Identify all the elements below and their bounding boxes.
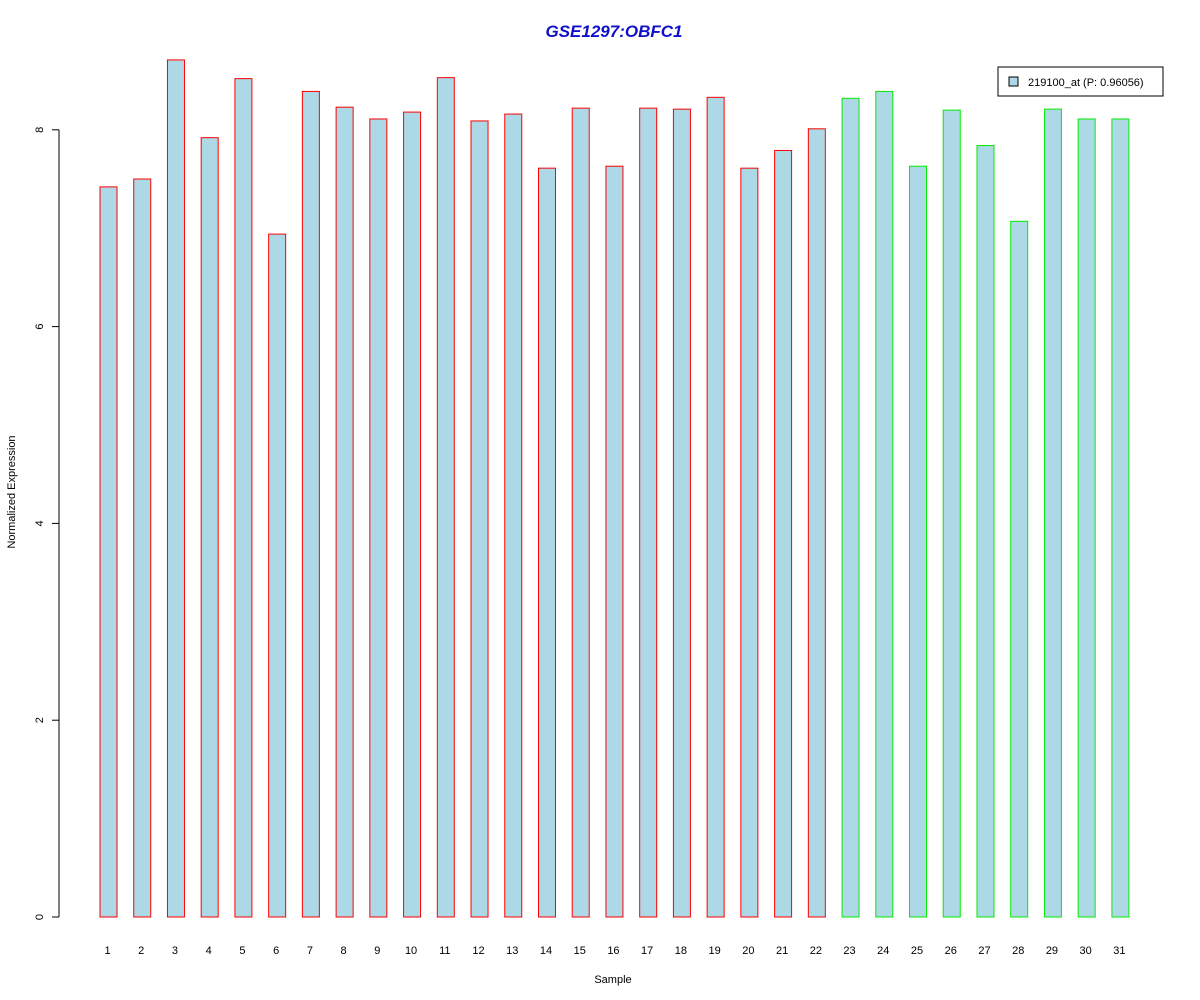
- y-tick-label: 4: [34, 520, 46, 526]
- x-tick-label: 27: [978, 945, 990, 957]
- bar-sample-1: [99, 186, 118, 918]
- bar-sample-30: [1077, 118, 1096, 918]
- x-tick-label: 31: [1113, 945, 1125, 957]
- y-tick-label: 2: [34, 717, 46, 723]
- bars: [99, 59, 1130, 918]
- chart-title: GSE1297:OBFC1: [546, 22, 683, 41]
- x-tick-label: 23: [843, 945, 855, 957]
- bar-sample-23: [841, 97, 860, 918]
- bar-sample-25: [909, 165, 928, 918]
- x-tick-labels: 1 2 3 4 5 6 7 8 9 10 11 12 13 14 15 16 17 18 19 20 21 22 23 24 2…: [104, 945, 1125, 957]
- x-tick-label: 20: [742, 945, 754, 957]
- x-tick-label: 19: [709, 945, 721, 957]
- bar-sample-22: [807, 128, 826, 918]
- x-tick-label: 25: [911, 945, 923, 957]
- x-tick-label: 21: [776, 945, 788, 957]
- bar-sample-7: [301, 90, 320, 918]
- legend-box: [997, 66, 1164, 97]
- x-tick-label: 10: [405, 945, 417, 957]
- bar-sample-16: [605, 165, 624, 918]
- bar-sample-27: [976, 145, 995, 918]
- bar-sample-8: [335, 106, 354, 918]
- bar-sample-9: [369, 118, 388, 918]
- bar-sample-21: [774, 149, 793, 918]
- x-tick-label: 17: [641, 945, 653, 957]
- x-tick-label: 3: [172, 945, 178, 957]
- x-tick-label: 22: [810, 945, 822, 957]
- x-axis-label: Sample: [594, 974, 631, 986]
- x-tick-label: 14: [540, 945, 552, 957]
- x-tick-label: 30: [1080, 945, 1092, 957]
- legend-swatch: [1008, 76, 1019, 87]
- y-axis: 0 2 4 6 8: [34, 127, 60, 920]
- y-tick-label: 8: [34, 127, 46, 133]
- x-tick-label: 2: [138, 945, 144, 957]
- bar-sample-24: [875, 90, 894, 918]
- bar-sample-29: [1043, 108, 1062, 918]
- x-tick-label: 1: [104, 945, 110, 957]
- x-tick-label: 5: [239, 945, 245, 957]
- bar-sample-13: [504, 113, 523, 918]
- x-tick-label: 16: [607, 945, 619, 957]
- x-tick-label: 24: [877, 945, 889, 957]
- x-tick-label: 7: [307, 945, 313, 957]
- x-tick-label: 18: [675, 945, 687, 957]
- bar-sample-18: [672, 108, 691, 918]
- x-tick-label: 15: [574, 945, 586, 957]
- x-tick-label: 12: [472, 945, 484, 957]
- x-tick-label: 11: [439, 945, 450, 957]
- bar-sample-15: [571, 107, 590, 918]
- bar-sample-10: [403, 111, 422, 918]
- x-tick-label: 26: [945, 945, 957, 957]
- y-axis-label: Normalized Expression: [6, 435, 18, 548]
- x-tick-label: 9: [374, 945, 380, 957]
- bar-sample-6: [268, 233, 287, 918]
- x-tick-label: 13: [506, 945, 518, 957]
- bar-sample-26: [942, 109, 961, 918]
- legend: 219100_at (P: 0.96056): [997, 66, 1164, 97]
- bar-sample-20: [740, 167, 759, 918]
- bar-sample-2: [133, 178, 152, 918]
- bar-sample-12: [470, 120, 489, 918]
- y-tick-label: 6: [34, 324, 46, 330]
- bar-sample-31: [1111, 118, 1130, 918]
- x-tick-label: 28: [1012, 945, 1024, 957]
- y-tick-label: 0: [34, 914, 46, 920]
- bar-sample-19: [706, 96, 725, 918]
- bar-sample-4: [200, 137, 219, 918]
- bar-sample-28: [1010, 220, 1029, 918]
- bar-sample-17: [639, 107, 658, 918]
- x-tick-label: 4: [206, 945, 212, 957]
- legend-label: 219100_at (P: 0.96056): [1028, 77, 1144, 89]
- bar-sample-11: [436, 77, 455, 918]
- x-tick-label: 29: [1046, 945, 1058, 957]
- x-tick-label: 6: [273, 945, 279, 957]
- bar-sample-3: [166, 59, 185, 918]
- bar-sample-14: [537, 167, 556, 918]
- bar-sample-5: [234, 78, 253, 918]
- x-tick-label: 8: [341, 945, 347, 957]
